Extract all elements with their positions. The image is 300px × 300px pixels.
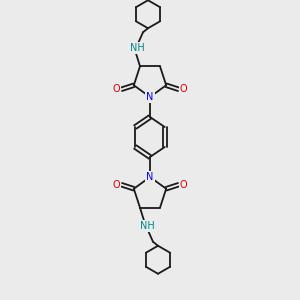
Text: NH: NH <box>140 221 154 231</box>
Text: O: O <box>113 84 120 94</box>
Text: NH: NH <box>130 43 144 53</box>
Text: O: O <box>113 180 120 190</box>
Text: N: N <box>146 172 154 182</box>
Text: O: O <box>180 84 187 94</box>
Text: N: N <box>146 92 154 102</box>
Text: O: O <box>180 180 187 190</box>
